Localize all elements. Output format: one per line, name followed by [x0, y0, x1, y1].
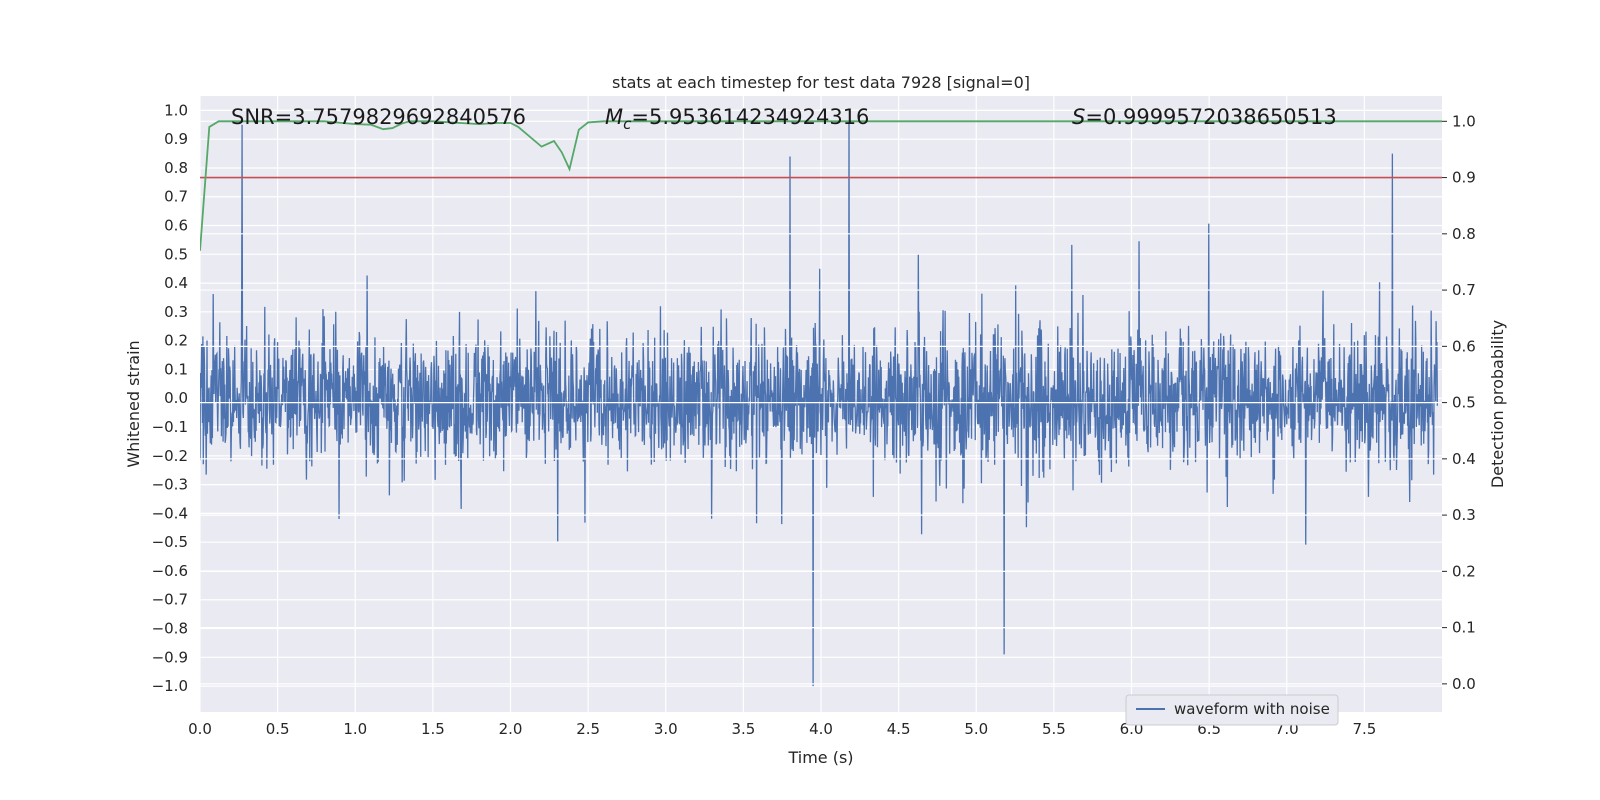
- left-tick-label: −0.4: [152, 504, 188, 522]
- left-tick-label: 0.4: [164, 274, 188, 292]
- left-tick-label: 0.5: [164, 245, 188, 263]
- left-tick-label: 0.3: [164, 303, 188, 321]
- chirp-mass-subscript: c: [623, 115, 632, 133]
- legend-label-waveform: waveform with noise: [1174, 700, 1330, 718]
- snr-annotation: SNR=3.7579829692840576: [231, 105, 526, 129]
- left-tick-label: 0.6: [164, 217, 188, 235]
- right-axis-ticks: 1.0 0.9 0.8 0.7 0.6 0.5 0.4 0.3 0.2 0.1 0.0: [1442, 112, 1476, 693]
- x-tick-label: 7.5: [1352, 720, 1376, 738]
- legend-box: [1125, 694, 1339, 726]
- x-tick-label: 5.0: [964, 720, 988, 738]
- right-tick-label: 0.1: [1452, 619, 1476, 637]
- left-tick-label: −0.9: [152, 648, 188, 666]
- left-tick-label: −0.6: [152, 562, 188, 580]
- x-tick-label: 3.5: [731, 720, 755, 738]
- right-axis-label: Detection probability: [1488, 320, 1507, 488]
- right-tick-label: 0.3: [1452, 506, 1476, 524]
- chirp-mass-annotation: Mc=5.953614234924316: [605, 105, 869, 133]
- left-tick-label: 0.7: [164, 188, 188, 206]
- left-tick-label: 0.8: [164, 159, 188, 177]
- x-axis-label: Time (s): [787, 748, 853, 767]
- x-tick-label: 1.5: [421, 720, 445, 738]
- left-tick-label: 0.9: [164, 130, 188, 148]
- left-tick-label: −1.0: [152, 677, 188, 695]
- detection-probability-series: [200, 120, 1442, 251]
- x-axis-ticks: 0.0 0.5 1.0 1.5 2.0 2.5 3.0 3.5 4.0 4.5 5.0 5.5 6.0 6…: [188, 720, 1376, 738]
- right-tick-label: 0.4: [1452, 450, 1476, 468]
- x-tick-label: 2.5: [576, 720, 600, 738]
- right-tick-label: 0.2: [1452, 562, 1476, 580]
- x-tick-label: 0.0: [188, 720, 212, 738]
- x-tick-label: 4.5: [887, 720, 911, 738]
- detection-probability-line: [200, 120, 1442, 251]
- left-tick-label: −0.1: [152, 418, 188, 436]
- left-tick-label: −0.5: [152, 533, 188, 551]
- s-value: =0.9999572038650513: [1085, 105, 1336, 129]
- s-statistic-annotation: S=0.9999572038650513: [1072, 105, 1337, 129]
- right-tick-label: 0.6: [1452, 337, 1476, 355]
- right-tick-label: 0.9: [1452, 169, 1476, 187]
- waveform-series: [200, 121, 1438, 687]
- x-tick-label: 4.0: [809, 720, 833, 738]
- chart-title: stats at each timestep for test data 792…: [612, 73, 1030, 92]
- waveform-line: [200, 121, 1438, 687]
- right-tick-label: 0.7: [1452, 281, 1476, 299]
- left-axis-label: Whitened strain: [124, 340, 143, 467]
- x-tick-label: 0.5: [266, 720, 290, 738]
- x-tick-label: 5.5: [1042, 720, 1066, 738]
- left-tick-label: −0.7: [152, 591, 188, 609]
- left-tick-label: −0.2: [152, 447, 188, 465]
- left-axis-ticks: 1.0 0.9 0.8 0.7 0.6 0.5 0.4 0.3 0.2 0.1 0.0 −0.1 −0.…: [152, 101, 188, 695]
- x-tick-label: 2.0: [499, 720, 523, 738]
- chirp-mass-value: =5.953614234924316: [631, 105, 869, 129]
- right-tick-label: 0.0: [1452, 675, 1476, 693]
- left-tick-label: 0.2: [164, 332, 188, 350]
- left-tick-label: 0.0: [164, 389, 188, 407]
- left-tick-label: −0.3: [152, 476, 188, 494]
- s-symbol: S: [1072, 105, 1085, 129]
- x-tick-label: 3.0: [654, 720, 678, 738]
- left-tick-label: 0.1: [164, 360, 188, 378]
- left-tick-label: −0.8: [152, 620, 188, 638]
- right-tick-label: 0.8: [1452, 225, 1476, 243]
- x-tick-label: 1.0: [343, 720, 367, 738]
- legend: waveform with noise: [1125, 694, 1339, 726]
- chirp-mass-symbol: M: [605, 105, 623, 129]
- right-tick-label: 0.5: [1452, 394, 1476, 412]
- right-tick-label: 1.0: [1452, 112, 1476, 130]
- left-tick-label: 1.0: [164, 101, 188, 119]
